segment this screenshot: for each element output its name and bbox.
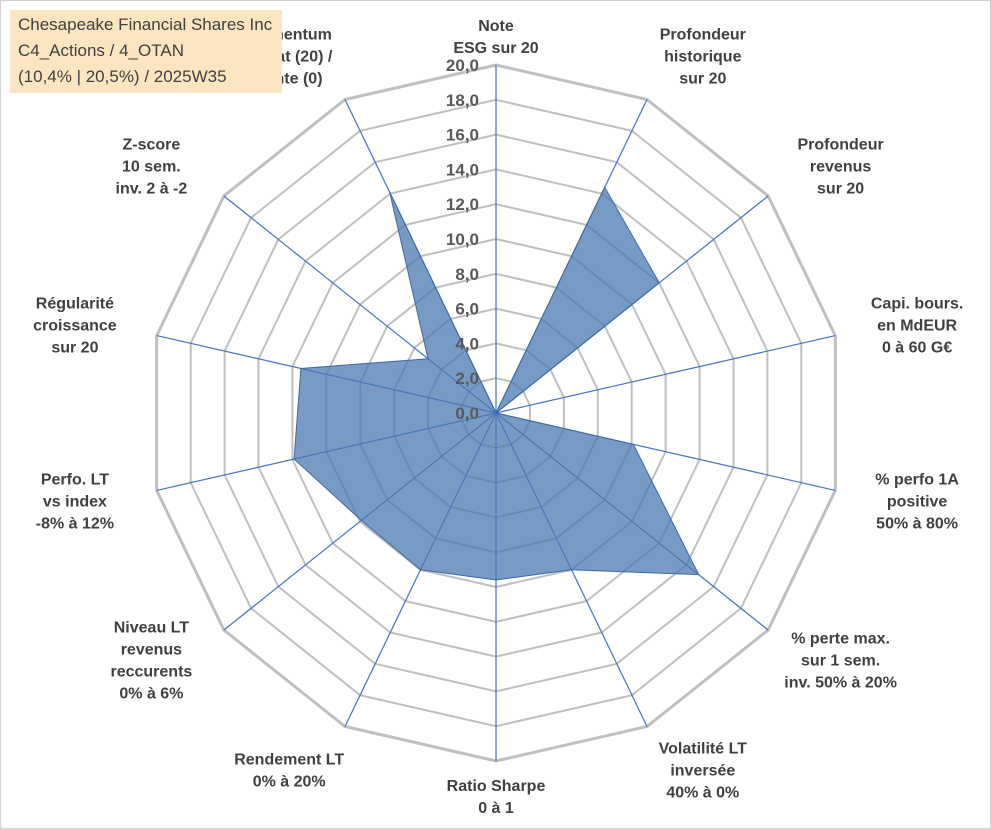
tick-label: 2,0 [455, 369, 479, 388]
category-label: Régularité croissance sur 20 [33, 295, 117, 356]
tick-label: 16,0 [446, 126, 479, 145]
tick-label: 14,0 [446, 160, 479, 179]
tick-label: 12,0 [446, 195, 479, 214]
radial-tick-labels: 0,0 2,0 4,0 6,0 8,0 10,0 12,0 14,0 16,0 18,0 20,0 [446, 56, 479, 423]
category-label: Capi. bours. en MdEUR 0 à 60 G€ [871, 295, 963, 356]
category-label-line: -8% à 12% [36, 516, 114, 533]
category-label-line: inv. 50% à 20% [784, 674, 897, 691]
category-label-line: 50% à 80% [876, 516, 958, 533]
title-period: (10,4% | 20,5%) / 2025W35 [18, 67, 227, 86]
category-label-line: Niveau LT [114, 619, 190, 636]
category-label-line: Profondeur [660, 27, 746, 44]
tick-label: 18,0 [446, 91, 479, 110]
category-label-line: Rendement LT [234, 751, 344, 768]
category-label-line: revenus [121, 641, 182, 658]
category-label-line: ESG sur 20 [453, 40, 538, 57]
category-label-line: 0 à 60 G€ [882, 339, 952, 356]
category-label-line: sur 20 [51, 339, 98, 356]
category-label-line: 0% à 20% [253, 773, 326, 790]
category-label-line: 0% à 6% [119, 685, 183, 702]
tick-label: 10,0 [446, 230, 479, 249]
category-label-line: 10 sem. [122, 159, 181, 176]
category-label-line: Régularité [36, 295, 114, 312]
category-label-line: Capi. bours. [871, 295, 963, 312]
category-label-line: sur 20 [817, 181, 864, 198]
category-label: Ratio Sharpe 0 à 1 [447, 778, 546, 817]
category-label: Z-score 10 sem. inv. 2 à -2 [116, 137, 188, 198]
category-label: Perfo. LT vs index -8% à 12% [36, 472, 114, 533]
title-category: C4_Actions / 4_OTAN [18, 41, 184, 60]
category-label-line: positive [887, 494, 948, 511]
category-label-line: Volatilité LT [659, 740, 748, 757]
tick-label: 8,0 [455, 265, 479, 284]
category-label: Rendement LT 0% à 20% [234, 751, 344, 790]
category-label-line: reccurents [110, 663, 192, 680]
category-label-line: croissance [33, 317, 117, 334]
category-label: Note ESG sur 20 [453, 18, 538, 57]
category-label-line: sur 1 sem. [801, 652, 880, 669]
radar-spoke [495, 335, 836, 414]
category-label-line: 0 à 1 [478, 800, 514, 817]
category-label-line: revenus [810, 159, 871, 176]
chart-title-box: Chesapeake Financial Shares Inc C4_Actio… [10, 10, 282, 93]
category-label-line: Profondeur [797, 137, 883, 154]
category-label: Niveau LT revenus reccurents 0% à 6% [110, 619, 192, 702]
tick-label: 4,0 [455, 334, 479, 353]
category-label: Profondeur revenus sur 20 [797, 137, 883, 198]
category-label-line: inv. 2 à -2 [116, 181, 188, 198]
category-label-line: Z-score [123, 137, 181, 154]
category-label-line: % perfo 1A [875, 472, 959, 489]
title-company: Chesapeake Financial Shares Inc [18, 15, 273, 34]
tick-label: 0,0 [455, 404, 479, 423]
category-label-line: Perfo. LT [41, 472, 109, 489]
category-label-line: en MdEUR [877, 317, 957, 334]
category-label-line: inversée [670, 762, 735, 779]
category-label: % perte max. sur 1 sem. inv. 50% à 20% [784, 630, 897, 691]
tick-label: 20,0 [446, 56, 479, 75]
category-label-line: vs index [43, 494, 107, 511]
category-label: Profondeur historique sur 20 [660, 27, 746, 88]
category-label-line: sur 20 [679, 71, 726, 88]
category-label-line: % perte max. [791, 630, 890, 647]
radar-series [293, 186, 700, 581]
category-label-line: Note [478, 18, 514, 35]
tick-label: 6,0 [455, 300, 479, 319]
category-label-line: historique [664, 49, 741, 66]
category-label-line: Ratio Sharpe [447, 778, 546, 795]
category-label: Volatilité LT inversée 40% à 0% [659, 740, 748, 801]
category-label-line: 40% à 0% [666, 784, 739, 801]
category-label: % perfo 1A positive 50% à 80% [875, 472, 959, 533]
